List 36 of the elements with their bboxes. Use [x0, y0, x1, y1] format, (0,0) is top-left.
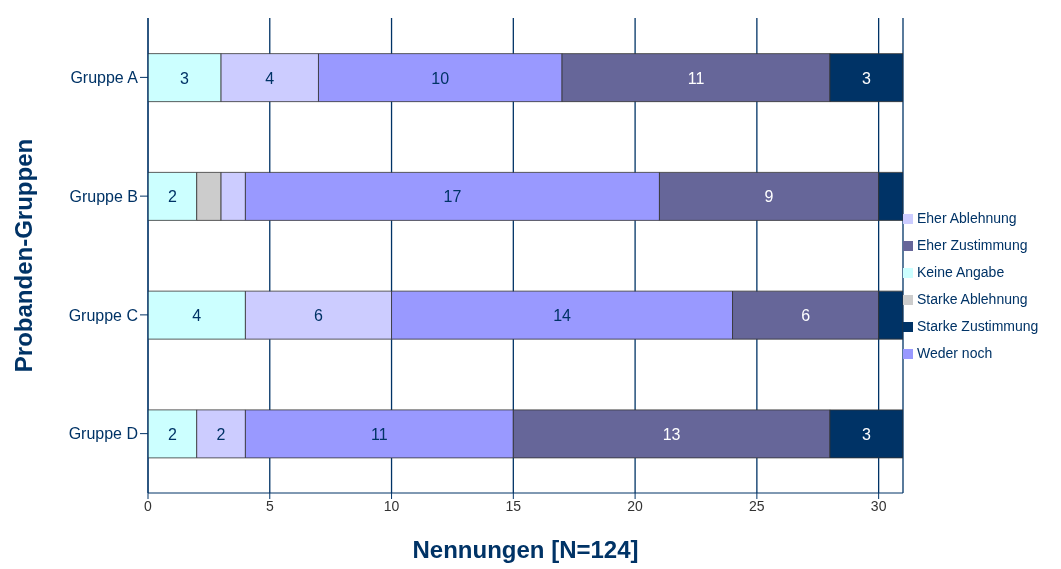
- data-label: 9: [764, 188, 774, 206]
- y-tick-label: Gruppe A: [70, 69, 139, 87]
- x-tick-label: 5: [265, 497, 274, 514]
- legend-label: Eher Zustimmung: [917, 236, 1028, 253]
- x-tick-label: 10: [383, 497, 400, 514]
- x-tick-label: 15: [505, 497, 522, 514]
- data-label: 2: [167, 188, 177, 206]
- data-label: 11: [687, 69, 705, 87]
- data-label: 10: [431, 69, 450, 87]
- legend-label: Starke Zustimmung: [917, 317, 1039, 334]
- data-label: 4: [192, 307, 202, 325]
- x-tick-label: 25: [749, 497, 765, 514]
- series-label: Starke Ablehnung: [917, 290, 1028, 307]
- y-tick-label: Gruppe D: [68, 425, 138, 443]
- data-label: 2: [216, 425, 226, 443]
- data-label: 4: [265, 69, 275, 87]
- data-label: 3: [180, 69, 190, 87]
- x-axis-title: Nennungen [N=124]: [412, 536, 639, 564]
- data-label: 13: [662, 425, 681, 443]
- data-label: 3: [862, 69, 872, 87]
- data-label: 6: [314, 307, 324, 325]
- data-label: 3: [862, 425, 872, 443]
- legend-label: Keine Angabe: [917, 263, 1005, 280]
- legend-label: Weder noch: [917, 344, 993, 361]
- data-label: 11: [371, 425, 388, 443]
- x-tick-label: 30: [870, 497, 887, 514]
- y-axis-title: Probanden-Gruppen: [9, 138, 37, 373]
- y-tick-label: Gruppe B: [69, 187, 138, 205]
- x-tick-label: 20: [627, 497, 644, 514]
- data-label: 17: [443, 188, 462, 206]
- legend-label: Eher Ablehnung: [917, 209, 1017, 226]
- data-label: 14: [553, 307, 572, 325]
- data-label: 6: [801, 307, 811, 325]
- x-tick-label: 0: [144, 497, 153, 514]
- data-label: 2: [167, 425, 177, 443]
- y-tick-label: Gruppe C: [68, 306, 138, 324]
